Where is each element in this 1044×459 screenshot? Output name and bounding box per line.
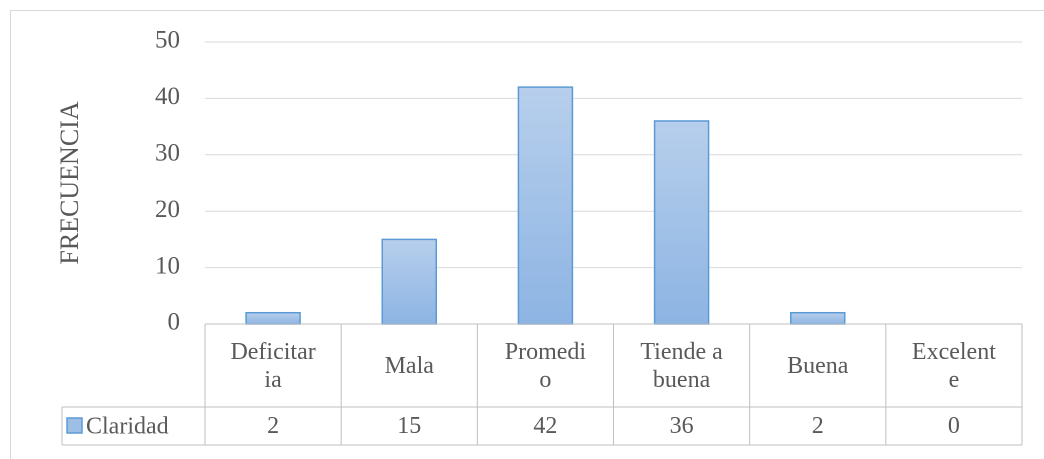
data-table-value: 36: [614, 407, 750, 445]
data-table-value: 0: [886, 407, 1022, 445]
category-cell: Excelente: [886, 324, 1022, 407]
category-cell: Promedio: [477, 324, 613, 407]
data-table-value-text: 42: [533, 413, 558, 439]
data-table-value-text: 15: [397, 413, 422, 439]
y-tick-label: 30: [155, 140, 180, 167]
y-tick-label: 50: [155, 27, 180, 54]
y-tick-label: 20: [155, 196, 180, 223]
bar: [245, 311, 301, 325]
bar: [381, 238, 437, 325]
y-tick-label: 40: [155, 83, 180, 110]
bar: [653, 120, 710, 325]
category-cell-text: Buena: [787, 352, 849, 379]
data-table-value-text: 2: [811, 413, 824, 439]
data-table-value: 15: [341, 407, 477, 445]
category-cell: Tiende a buena: [614, 324, 750, 407]
y-tick-label: 10: [155, 252, 180, 279]
y-tick-label: 0: [168, 309, 181, 336]
data-table-value-text: 2: [267, 413, 280, 439]
category-cell: Buena: [750, 324, 886, 407]
data-table-value-text: 36: [669, 413, 694, 439]
category-cell: Mala: [341, 324, 477, 407]
category-cell: Deficitaria: [205, 324, 341, 407]
category-cell-text: Deficitaria: [230, 338, 316, 393]
category-cell-text: Tiende a buena: [640, 338, 723, 393]
legend-label: Claridad: [86, 414, 169, 440]
category-cell-text: Mala: [384, 352, 434, 379]
data-table-value: 2: [750, 407, 886, 445]
chart-border: [10, 10, 1044, 459]
data-table-value: 2: [205, 407, 341, 445]
y-axis-label: FRECUENCIA: [55, 101, 84, 264]
category-cell-text: Promedio: [504, 338, 587, 393]
category-cell-text: Excelente: [911, 338, 996, 393]
legend-swatch: [66, 417, 83, 434]
bar: [790, 311, 846, 325]
data-table-value: 42: [477, 407, 613, 445]
bar: [517, 86, 574, 325]
data-table-value-text: 0: [947, 413, 960, 439]
